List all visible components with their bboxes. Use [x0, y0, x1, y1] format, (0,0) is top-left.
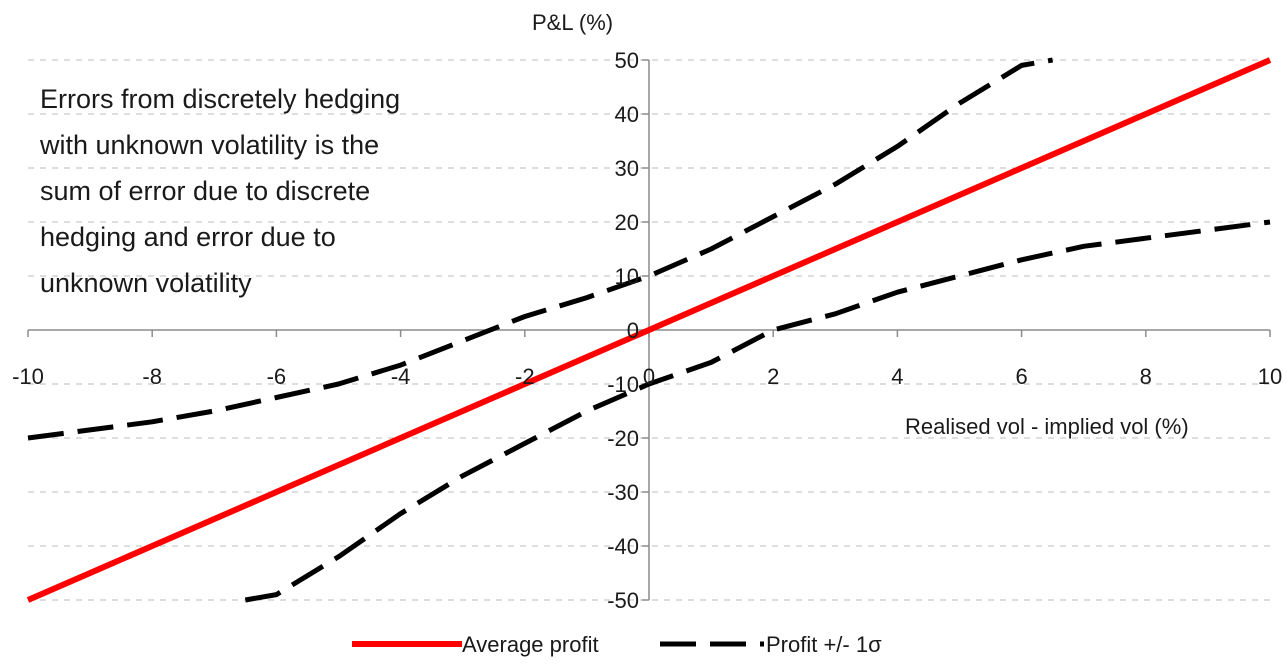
legend-label-profit-sigma: Profit +/- 1σ [766, 632, 882, 657]
y-tick-label: 30 [615, 156, 639, 181]
x-tick-label: -8 [142, 364, 162, 389]
x-tick-label: 4 [891, 364, 903, 389]
annotation-text: Errors from discretely hedging with unkn… [40, 84, 401, 298]
y-axis-label: P&L (%) [532, 10, 613, 35]
x-tick-label: 10 [1258, 364, 1282, 389]
series-lines [26, 57, 1272, 603]
y-tick-label: -50 [607, 588, 639, 613]
x-tick-label: -6 [267, 364, 287, 389]
x-tick-label: 0 [643, 364, 655, 389]
y-tick-label: -40 [607, 534, 639, 559]
x-tick-label: 8 [1140, 364, 1152, 389]
y-tick-label: 50 [615, 48, 639, 73]
y-tick-label: -10 [607, 372, 639, 397]
y-tick-label: -20 [607, 426, 639, 451]
x-tick-label: -4 [391, 364, 411, 389]
x-axis-label: Realised vol - implied vol (%) [905, 414, 1189, 439]
x-tick-label: -2 [515, 364, 535, 389]
y-tick-label: 40 [615, 102, 639, 127]
y-tick-label: 0 [627, 318, 639, 343]
series-average-profit [26, 57, 1272, 603]
series-profit-sigma-lower [244, 219, 1271, 603]
y-tick-label: -30 [607, 480, 639, 505]
x-tick-label: -10 [12, 364, 44, 389]
legend-label-average-profit: Average profit [462, 632, 599, 657]
x-tick-label: 2 [767, 364, 779, 389]
y-tick-label: 10 [615, 264, 639, 289]
legend: Average profit Profit +/- 1σ [352, 632, 882, 657]
tick-labels: -10 -8 -6 -4 -2 0 2 4 6 8 1050403020100-10-20-30-4… [12, 48, 1282, 613]
x-tick-label: 6 [1015, 364, 1027, 389]
y-tick-label: 20 [615, 210, 639, 235]
series-profit-sigma-upper [27, 57, 1054, 441]
gridlines [28, 59, 1270, 601]
